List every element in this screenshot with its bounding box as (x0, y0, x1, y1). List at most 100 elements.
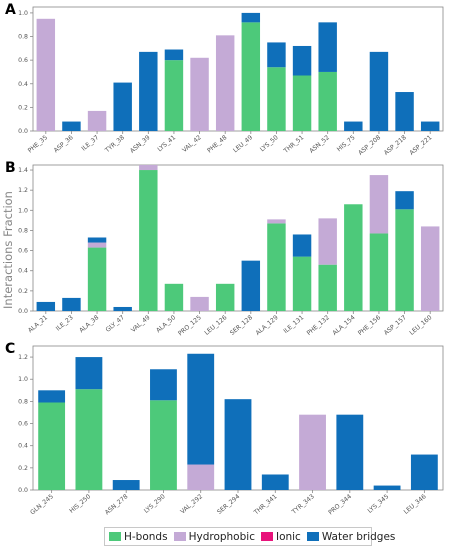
bar-segment-hbonds (292, 256, 312, 311)
bar-segment-water (38, 390, 66, 403)
panel-a: 0.0 0.2 0.4 0.6 0.8 1.0A PHE_35 ASP_36 ILE_37 TYR… (5, 2, 444, 157)
x-tick-label: HIS_250 (68, 493, 92, 515)
bar-segment-hydrophobic (36, 18, 56, 131)
bar-segment-hbonds (38, 402, 66, 490)
bar-segment-water (75, 357, 103, 390)
bar-segment-hbonds (318, 71, 337, 131)
x-tick-label: PRO_125 (177, 314, 203, 337)
legend-item-hbonds: H-bonds (109, 531, 168, 543)
bar-segment-water (410, 454, 438, 490)
x-tick-label: LYS_345 (367, 493, 391, 515)
x-tick-label: LEU_126 (203, 314, 228, 337)
bar-segment-hbonds (369, 233, 389, 311)
bar-segment-hbonds (395, 209, 414, 311)
bar-segment-hydrophobic (215, 35, 235, 131)
bar-segment-hbonds (267, 223, 286, 311)
y-tick-label: 0.4 (18, 81, 28, 88)
bar-segment-hbonds (267, 67, 286, 131)
bar-segment-hbonds (75, 389, 103, 490)
x-tick-label: ALA_154 (331, 314, 356, 337)
x-tick-label: HIS_75 (336, 134, 357, 153)
y-tick-label: 0.0 (18, 487, 28, 494)
x-tick-label: VAL_49 (130, 314, 152, 334)
x-tick-label: ASP_208 (357, 134, 382, 157)
y-tick-label: 0.6 (18, 421, 28, 428)
x-tick-label: ASN_39 (129, 134, 152, 155)
bar-segment-hydrophobic (369, 175, 389, 234)
bar-segment-hydrophobic (318, 218, 337, 265)
bar-segment-water (373, 485, 401, 490)
x-tick-label: TYR_38 (103, 134, 126, 155)
bar-segment-hbonds (344, 204, 363, 311)
y-tick-label: 1.0 (18, 10, 28, 17)
plot-frame (32, 6, 444, 132)
bar-segment-water (318, 22, 337, 72)
bar-segment-water (395, 191, 414, 210)
x-tick-label: LYS_50 (259, 134, 280, 153)
y-tick-label: 1.2 (18, 354, 28, 361)
y-tick-label: 0.2 (18, 465, 28, 472)
y-tick-label: 0.8 (18, 34, 28, 41)
bar-segment-hbonds (150, 400, 177, 490)
bar-segment-water (420, 121, 440, 131)
x-tick-label: THR_51 (282, 134, 305, 155)
legend-swatch-ionic (260, 532, 273, 541)
legend-item-hydrophobic: Hydrophobic (173, 531, 255, 543)
bar-segment-hydrophobic (187, 464, 215, 490)
y-tick-label: 1.4 (18, 167, 28, 174)
bar-segment-water (187, 353, 215, 465)
bar-segment-water (292, 45, 312, 76)
y-tick-label: 0.4 (18, 443, 28, 450)
bar-segment-hydrophobic (87, 110, 107, 131)
x-tick-label: ASP_221 (408, 134, 433, 157)
bar-segment-hbonds (164, 60, 184, 132)
bar-segment-hbonds (139, 170, 158, 311)
bar-segment-hbonds (164, 283, 184, 311)
bar-segment-water (36, 301, 56, 311)
x-tick-label: ASN_52 (308, 134, 331, 155)
y-tick-label: 0.4 (18, 268, 28, 275)
legend-swatch-water (306, 532, 319, 541)
x-tick-label: LEU_160 (408, 314, 433, 337)
x-tick-label: ALA_129 (255, 314, 280, 337)
x-tick-label: ALA_21 (27, 314, 49, 334)
bar-segment-water (87, 237, 107, 243)
y-tick-label: 0.2 (18, 104, 28, 111)
legend-swatch-hydrophobic (173, 532, 186, 541)
bar-segment-water (292, 234, 312, 257)
x-tick-label: PHE_156 (357, 314, 382, 337)
legend-label-hbonds: H-bonds (124, 530, 168, 543)
x-tick-label: SER_128 (229, 314, 254, 337)
y-tick-label: 0.0 (18, 128, 28, 135)
x-tick-label: PRO_344 (327, 493, 353, 516)
bar-segment-hbonds (215, 283, 235, 311)
x-tick-label: TYR_343 (290, 493, 316, 516)
bar-segment-water (139, 51, 158, 131)
legend: H-bonds Hydrophobic Ionic Water bridges (104, 527, 395, 546)
x-tick-label: LEU_49 (232, 134, 254, 154)
bar-segment-water (369, 51, 389, 131)
plot-frame (32, 164, 444, 312)
x-tick-label: LYS_290 (143, 493, 167, 515)
legend-item-ionic: Ionic (260, 530, 301, 543)
bar-segment-hydrophobic (420, 226, 440, 311)
bar-segment-water (267, 42, 286, 68)
bar-segment-water (395, 92, 414, 131)
y-tick-label: 0.8 (18, 398, 28, 405)
bar-segment-hbonds (241, 22, 261, 132)
bar-segment-water (113, 82, 132, 131)
bar-segment-hbonds (87, 247, 107, 311)
x-tick-label: PHE_48 (206, 134, 228, 154)
x-tick-label: ALA_50 (155, 314, 177, 334)
y-tick-label: 0.6 (18, 248, 28, 255)
legend-item-water: Water bridges (306, 530, 396, 543)
legend-label-water: Water bridges (321, 530, 396, 543)
legend-label-ionic: Ionic (275, 530, 301, 543)
x-tick-label: PHE_35 (27, 134, 49, 154)
bar-segment-water (164, 49, 184, 61)
bar-segment-hydrophobic (267, 219, 286, 224)
x-tick-label: LEU_346 (403, 493, 428, 516)
